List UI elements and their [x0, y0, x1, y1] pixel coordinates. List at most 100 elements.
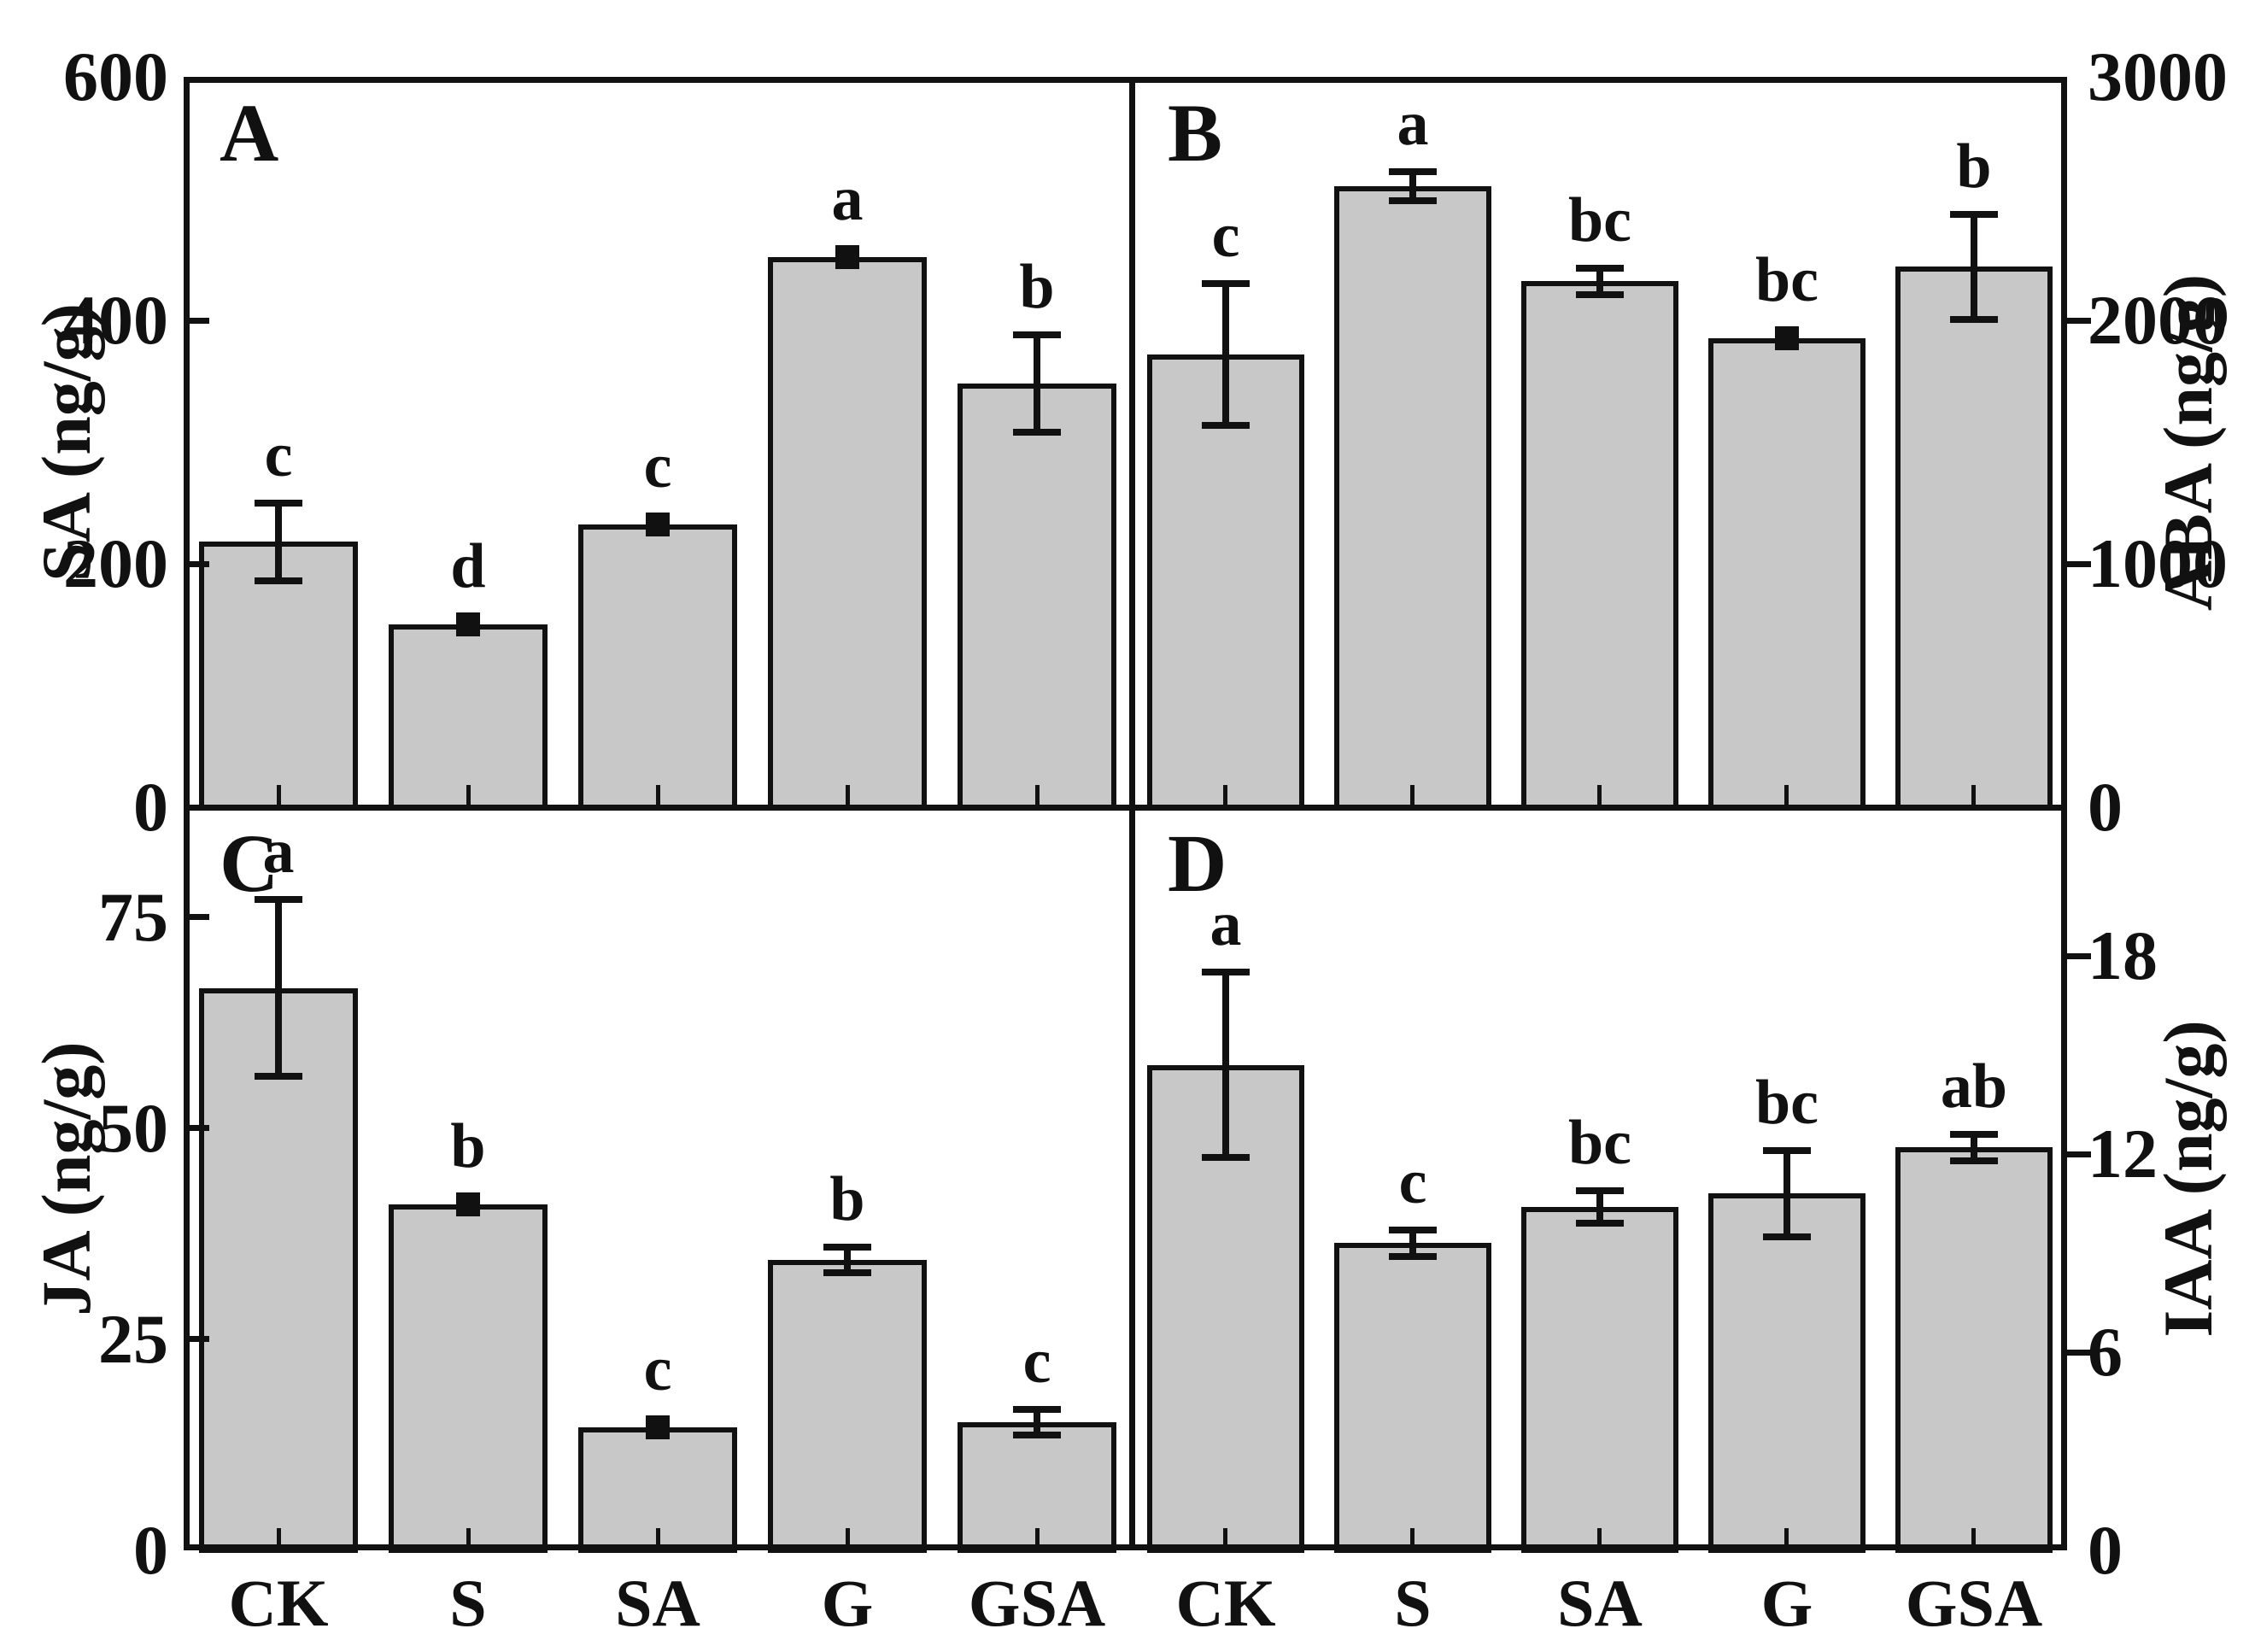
- y-tick-label-B-3000: 3000: [2088, 38, 2228, 115]
- panel-label-A: A: [220, 87, 279, 179]
- sig-letter-B-G: bc: [1755, 245, 1819, 315]
- error-line-B-GSA: [1971, 214, 1977, 319]
- error-cap-top-B-GSA: [1950, 211, 1998, 218]
- panel-divider-horizontal: [184, 805, 2067, 811]
- error-cap-top-D-CK: [1202, 969, 1250, 975]
- bar-B-S: [1334, 186, 1491, 810]
- y-tick-label-D-6: 6: [2088, 1313, 2123, 1391]
- bar-D-G: [1708, 1193, 1866, 1553]
- y-tick-D-12: [2065, 1151, 2091, 1157]
- x-tick-D-CK: [1223, 1528, 1227, 1550]
- y-tick-B-2000: [2065, 318, 2091, 324]
- sig-letter-D-SA: bc: [1568, 1108, 1631, 1178]
- sig-letter-A-G: a: [831, 164, 864, 234]
- x-tick-A-S: [466, 785, 471, 807]
- error-cap-bottom-B-S: [1389, 197, 1437, 204]
- error-cap-bottom-C-CK: [255, 1073, 302, 1080]
- y-tick-label-C-75: 75: [98, 878, 168, 956]
- x-tick-label-D-GSA: GSA: [1905, 1566, 2043, 1640]
- error-cap-bottom-B-SA: [1576, 291, 1624, 298]
- error-line-A-CK: [275, 503, 282, 581]
- bar-B-G: [1708, 338, 1866, 810]
- x-tick-label-C-G: G: [821, 1566, 874, 1640]
- sig-letter-A-GSA: b: [1019, 252, 1055, 322]
- bar-D-GSA: [1895, 1147, 2053, 1553]
- sig-letter-C-SA: c: [643, 1334, 672, 1404]
- y-tick-D-6: [2065, 1350, 2091, 1356]
- error-cap-top-B-S: [1389, 168, 1437, 175]
- x-tick-label-C-CK: CK: [228, 1566, 329, 1640]
- y-tick-label-D-0: 0: [2088, 1511, 2123, 1589]
- error-cap-top-B-SA: [1576, 265, 1624, 272]
- x-tick-C-SA: [656, 1528, 660, 1550]
- y-tick-label-D-18: 18: [2088, 917, 2158, 994]
- x-tick-label-D-CK: CK: [1175, 1566, 1276, 1640]
- y-tick-A-200: [184, 561, 209, 567]
- error-cap-bottom-C-GSA: [1013, 1432, 1061, 1438]
- bar-B-GSA: [1895, 267, 2053, 810]
- error-marker-C-S: [456, 1192, 480, 1216]
- error-line-D-GSA: [1971, 1134, 1977, 1161]
- bar-C-CK: [199, 988, 358, 1553]
- error-cap-top-A-CK: [255, 500, 302, 507]
- error-line-C-CK: [275, 899, 282, 1077]
- x-tick-B-CK: [1223, 785, 1227, 807]
- x-tick-C-GSA: [1035, 1528, 1040, 1550]
- sig-letter-C-CK: a: [262, 817, 295, 887]
- error-line-C-GSA: [1034, 1409, 1040, 1435]
- error-line-D-CK: [1222, 972, 1229, 1157]
- x-tick-B-S: [1410, 785, 1414, 807]
- x-tick-B-GSA: [1971, 785, 1976, 807]
- panel-label-D: D: [1168, 817, 1227, 909]
- y-tick-label-A-400: 400: [63, 281, 168, 359]
- error-line-A-GSA: [1034, 335, 1040, 432]
- x-tick-C-G: [846, 1528, 850, 1550]
- error-cap-top-C-CK: [255, 896, 302, 903]
- error-cap-bottom-A-CK: [255, 577, 302, 584]
- sig-letter-D-G: bc: [1755, 1068, 1819, 1138]
- bar-B-CK: [1147, 354, 1304, 810]
- error-line-B-SA: [1596, 268, 1603, 295]
- axis-title-D: IAA (ng/g): [2149, 1020, 2227, 1338]
- bar-A-G: [768, 257, 927, 810]
- axis-title-C: JA (ng/g): [27, 1041, 105, 1316]
- y-tick-label-C-50: 50: [98, 1089, 168, 1167]
- bar-C-G: [768, 1260, 927, 1553]
- error-line-D-SA: [1596, 1191, 1603, 1224]
- x-tick-label-D-S: S: [1394, 1566, 1432, 1640]
- bar-D-SA: [1521, 1207, 1678, 1553]
- error-marker-C-SA: [646, 1415, 670, 1439]
- error-cap-bottom-B-CK: [1202, 422, 1250, 429]
- x-tick-label-C-SA: SA: [615, 1566, 700, 1640]
- error-cap-top-D-G: [1763, 1147, 1811, 1154]
- error-cap-bottom-D-GSA: [1950, 1157, 1998, 1164]
- error-line-D-G: [1784, 1151, 1790, 1237]
- y-tick-A-400: [184, 318, 209, 324]
- error-cap-bottom-D-SA: [1576, 1220, 1624, 1227]
- y-tick-label-A-0: 0: [133, 768, 168, 846]
- axis-title-A: SA (ng/g): [27, 303, 105, 582]
- x-tick-D-GSA: [1971, 1528, 1976, 1550]
- x-tick-D-G: [1784, 1528, 1789, 1550]
- bar-A-GSA: [958, 384, 1116, 810]
- sig-letter-D-S: c: [1398, 1147, 1427, 1217]
- error-cap-top-C-GSA: [1013, 1406, 1061, 1413]
- error-cap-bottom-D-S: [1389, 1253, 1437, 1260]
- sig-letter-C-GSA: c: [1022, 1327, 1051, 1397]
- x-tick-A-G: [846, 785, 850, 807]
- sig-letter-B-S: a: [1397, 89, 1429, 159]
- error-cap-bottom-D-CK: [1202, 1154, 1250, 1161]
- error-cap-top-A-GSA: [1013, 331, 1061, 338]
- sig-letter-A-SA: c: [643, 431, 672, 501]
- bar-A-SA: [578, 524, 737, 810]
- y-tick-B-1000: [2065, 561, 2091, 567]
- error-cap-bottom-C-G: [823, 1269, 871, 1276]
- error-marker-A-G: [835, 245, 859, 269]
- y-tick-C-25: [184, 1336, 209, 1342]
- x-tick-label-C-GSA: GSA: [968, 1566, 1106, 1640]
- bar-C-S: [389, 1204, 548, 1553]
- error-cap-top-B-CK: [1202, 280, 1250, 287]
- y-tick-D-18: [2065, 953, 2091, 959]
- panel-divider-vertical: [1129, 77, 1135, 1550]
